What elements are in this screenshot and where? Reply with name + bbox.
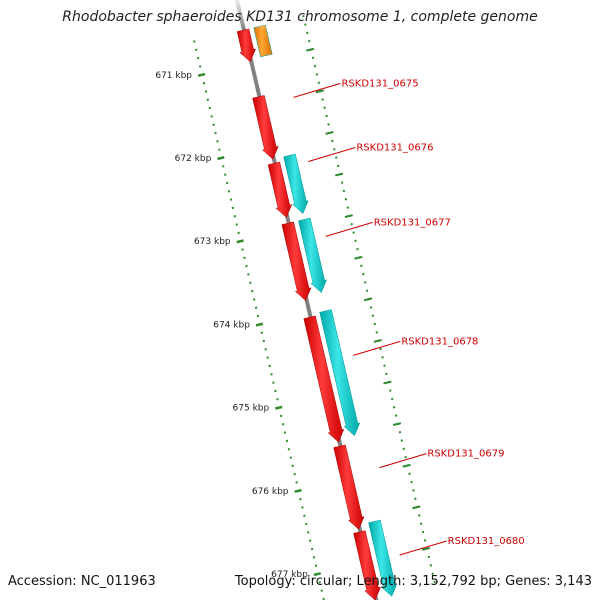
reverse-gene-arrow: [303, 315, 345, 443]
scale-dash: [402, 463, 411, 468]
kbp-tick-label: 672 kbp: [175, 154, 212, 164]
scale-dash: [325, 131, 334, 135]
gene-label: RSKD131_0676: [356, 142, 433, 153]
top-fade: [230, 0, 290, 30]
gene-label-leader: [293, 82, 341, 98]
reverse-gene-arrow: [333, 444, 365, 530]
kbp-tick: [255, 322, 264, 327]
scale-dash: [315, 89, 324, 94]
scale-dash: [373, 339, 382, 343]
scale-dash: [412, 505, 421, 510]
gene-label: RSKD131_0679: [427, 449, 504, 460]
gene-label: RSKD131_0677: [374, 217, 451, 228]
scale-dash: [421, 547, 431, 551]
scale-dash: [334, 172, 344, 177]
kbp-tick-label: 677 kbp: [271, 570, 308, 580]
kbp-tick: [313, 572, 322, 577]
map-title: Rhodobacter sphaeroides KD131 chromosome…: [62, 9, 538, 25]
kbp-tick-label: 673 kbp: [194, 237, 231, 247]
scale-dash: [354, 255, 363, 260]
gene-label-leader: [379, 453, 427, 469]
genome-summary: Topology: circular; Length: 3,152,792 bp…: [234, 574, 592, 589]
gene-label-leader: [399, 540, 447, 556]
gene-label-leader: [308, 147, 356, 162]
reverse-gene-arrow: [236, 28, 257, 63]
reverse-gene-arrow: [267, 161, 293, 218]
kbp-tick-label: 671 kbp: [155, 71, 192, 81]
forward-gene-arrow: [319, 309, 361, 437]
kbp-tick: [197, 72, 206, 77]
forward-gene-arrow: [298, 217, 328, 294]
accession-label: Accession: NC_011963: [8, 574, 156, 589]
scale-dash: [383, 380, 392, 385]
scale-dash: [363, 297, 373, 302]
kbp-tick-label: 674 kbp: [213, 320, 250, 330]
kbp-tick: [275, 405, 283, 410]
reverse-gene-arrow: [353, 530, 381, 600]
kbp-tick: [236, 239, 244, 244]
kbp-tick: [294, 488, 302, 493]
forward-gene-arrow: [368, 519, 398, 597]
scale-dash: [392, 422, 402, 426]
scale-dash: [306, 47, 315, 52]
reverse-gene-arrow: [252, 95, 279, 160]
gene-label: RSKD131_0680: [448, 536, 525, 547]
scale-dash: [344, 214, 353, 218]
kbp-tick: [217, 156, 225, 161]
kbp-tick-label: 676 kbp: [252, 487, 289, 497]
gene-label-leader: [353, 340, 401, 356]
kbp-tick-label: 675 kbp: [233, 404, 270, 414]
forward-gene-arrow: [283, 153, 309, 215]
gene-label-leader: [325, 221, 373, 237]
gene-label: RSKD131_0678: [401, 336, 478, 347]
gene-label: RSKD131_0675: [342, 78, 419, 89]
reverse-gene-arrow: [281, 221, 312, 302]
